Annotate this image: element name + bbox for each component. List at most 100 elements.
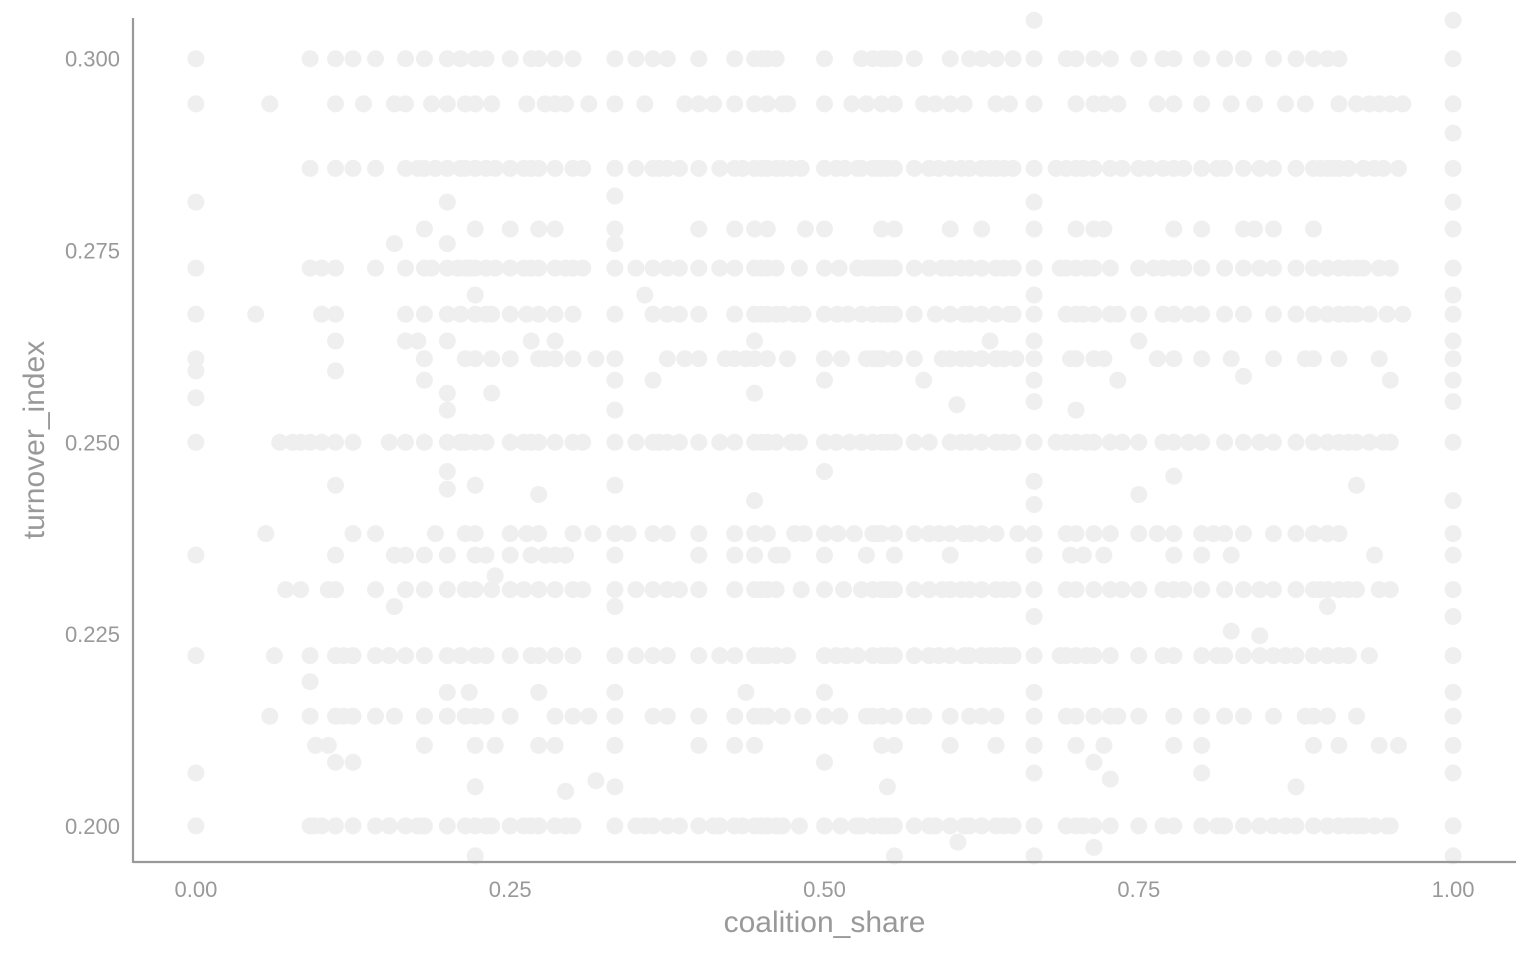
scatter-point xyxy=(1216,707,1234,725)
scatter-point xyxy=(530,817,548,835)
x-tick-label: 0.00 xyxy=(174,877,217,902)
scatter-point xyxy=(1287,525,1305,543)
scatter-point xyxy=(1444,286,1462,304)
scatter-point xyxy=(1305,305,1322,323)
scatter-point xyxy=(816,753,833,771)
scatter-point xyxy=(961,817,979,835)
scatter-point xyxy=(746,546,764,564)
scatter-point xyxy=(313,817,331,835)
scatter-point xyxy=(690,350,708,368)
scatter-point xyxy=(885,817,903,835)
x-tick-label: 0.75 xyxy=(1117,877,1160,902)
scatter-point xyxy=(941,525,959,543)
scatter-point xyxy=(658,525,676,543)
scatter-point xyxy=(1113,433,1131,451)
scatter-point xyxy=(530,305,548,323)
scatter-point xyxy=(1235,50,1252,68)
scatter-point xyxy=(726,525,744,543)
scatter-point xyxy=(1165,305,1183,323)
scatter-point xyxy=(767,581,785,599)
scatter-point xyxy=(961,525,979,543)
scatter-point xyxy=(1360,433,1378,451)
scatter-point xyxy=(606,525,624,543)
scatter-point xyxy=(1444,764,1462,782)
scatter-point xyxy=(1366,546,1384,564)
scatter-point xyxy=(606,817,624,835)
scatter-point xyxy=(501,350,519,368)
scatter-point xyxy=(557,782,575,800)
scatter-point xyxy=(1062,546,1079,564)
scatter-point xyxy=(836,159,854,177)
scatter-point xyxy=(885,546,903,564)
scatter-point xyxy=(1287,433,1305,451)
scatter-point xyxy=(1444,220,1462,238)
scatter-point xyxy=(1216,581,1234,599)
scatter-point xyxy=(1004,817,1022,835)
scatter-point xyxy=(1130,305,1148,323)
scatter-point xyxy=(313,259,331,277)
scatter-point xyxy=(367,581,384,599)
scatter-point xyxy=(397,259,414,277)
scatter-point xyxy=(1339,159,1357,177)
scatter-point xyxy=(1085,753,1103,771)
scatter-point xyxy=(658,305,676,323)
scatter-point xyxy=(1175,581,1193,599)
scatter-point xyxy=(423,259,441,277)
scatter-point xyxy=(574,433,592,451)
scatter-point xyxy=(941,220,959,238)
scatter-point xyxy=(397,50,414,68)
scatter-point xyxy=(658,707,676,725)
scatter-point xyxy=(734,159,751,177)
scatter-point xyxy=(1444,433,1462,451)
scatter-point xyxy=(816,683,833,701)
scatter-point xyxy=(501,546,519,564)
scatter-point xyxy=(327,753,344,771)
scatter-point xyxy=(774,305,792,323)
scatter-point xyxy=(690,817,708,835)
scatter-point xyxy=(1265,220,1282,238)
scatter-point xyxy=(1287,159,1305,177)
x-tick-label: 0.50 xyxy=(803,877,846,902)
scatter-point xyxy=(1165,95,1183,113)
scatter-point xyxy=(905,350,923,368)
scatter-point xyxy=(397,159,414,177)
scatter-point xyxy=(1265,647,1282,665)
scatter-point xyxy=(327,362,344,380)
scatter-point xyxy=(344,433,362,451)
scatter-point xyxy=(501,159,519,177)
scatter-point xyxy=(885,707,903,725)
scatter-point xyxy=(1101,259,1119,277)
scatter-point xyxy=(1025,95,1043,113)
scatter-point xyxy=(816,647,833,665)
scatter-point xyxy=(564,350,582,368)
scatter-point xyxy=(397,305,414,323)
scatter-point xyxy=(438,401,456,419)
scatter-point xyxy=(774,546,792,564)
scatter-point xyxy=(1193,525,1211,543)
scatter-point xyxy=(574,259,592,277)
scatter-point xyxy=(1165,50,1183,68)
scatter-point xyxy=(1235,159,1252,177)
scatter-point xyxy=(307,736,325,754)
scatter-point xyxy=(746,525,764,543)
scatter-point xyxy=(1370,350,1388,368)
scatter-point xyxy=(816,220,833,238)
scatter-point xyxy=(796,220,814,238)
scatter-point xyxy=(981,332,999,350)
scatter-point xyxy=(1305,736,1322,754)
scatter-point xyxy=(627,433,645,451)
x-axis-ticks: 0.00 0.25 0.50 0.75 1.00 xyxy=(174,877,1474,902)
scatter-point xyxy=(1004,259,1022,277)
scatter-point xyxy=(961,707,979,725)
scatter-point xyxy=(779,350,796,368)
scatter-point xyxy=(711,817,729,835)
scatter-point xyxy=(1095,95,1113,113)
scatter-point xyxy=(1025,472,1043,490)
scatter-point xyxy=(1444,581,1462,599)
scatter-point xyxy=(483,305,501,323)
scatter-point xyxy=(905,305,923,323)
scatter-point xyxy=(961,259,979,277)
scatter-point xyxy=(265,647,283,665)
scatter-point xyxy=(1193,259,1211,277)
scatter-point xyxy=(885,847,903,865)
